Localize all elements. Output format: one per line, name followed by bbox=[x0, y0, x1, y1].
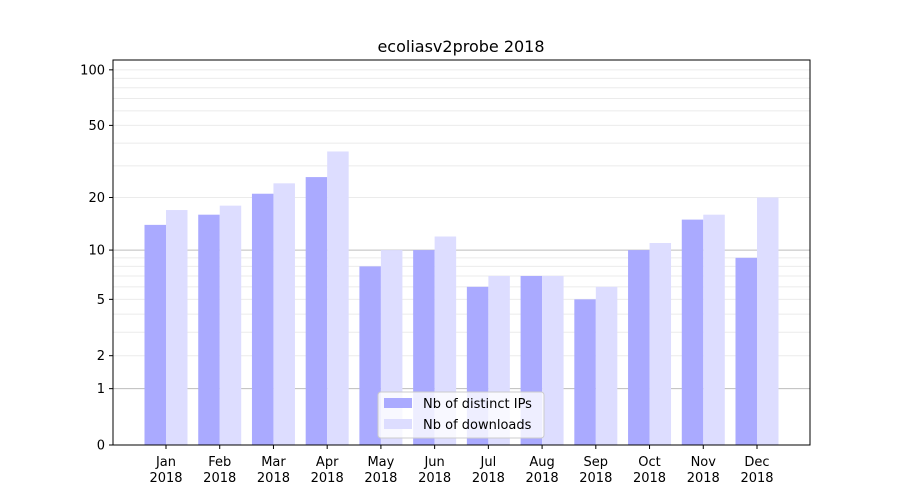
bar-downloads bbox=[703, 214, 725, 445]
y-tick-label: 20 bbox=[88, 191, 105, 206]
bar-ips bbox=[574, 299, 596, 445]
x-tick-label-year: 2018 bbox=[740, 471, 773, 486]
bar-downloads bbox=[595, 286, 618, 445]
bar-ips bbox=[628, 250, 650, 445]
bar-ips bbox=[198, 214, 220, 445]
chart-title: ecoliasv2probe 2018 bbox=[377, 37, 544, 56]
x-tick-label-month: Dec bbox=[744, 455, 769, 470]
y-tick-label: 50 bbox=[88, 119, 105, 134]
y-tick-label: 0 bbox=[97, 439, 105, 454]
y-tick-label: 1 bbox=[97, 382, 105, 397]
y-axis: 0 1 2 5 10 20 50 100 bbox=[80, 63, 113, 454]
axes-frame bbox=[112, 59, 811, 446]
legend-label-downloads: Nb of downloads bbox=[423, 418, 532, 433]
x-tick-label-year: 2018 bbox=[257, 471, 290, 486]
x-tick-label-month: Nov bbox=[691, 455, 717, 470]
x-tick-label-year: 2018 bbox=[418, 471, 451, 486]
y-tick-label: 5 bbox=[97, 293, 105, 308]
x-tick-label-year: 2018 bbox=[364, 471, 397, 486]
y-tick-label: 10 bbox=[88, 244, 105, 259]
legend-label-ips: Nb of distinct IPs bbox=[423, 397, 532, 412]
y-tick-label: 100 bbox=[80, 63, 105, 78]
bar-downloads bbox=[649, 243, 672, 445]
bar-ips bbox=[681, 219, 704, 445]
x-tick-label-year: 2018 bbox=[311, 471, 344, 486]
bar-ips bbox=[251, 193, 274, 445]
x-tick-label-month: Jun bbox=[423, 455, 444, 470]
x-tick-label-month: May bbox=[367, 455, 394, 470]
x-tick-label-month: Mar bbox=[261, 455, 286, 470]
legend: Nb of distinct IPs Nb of downloads bbox=[377, 391, 545, 439]
x-tick-label-month: Oct bbox=[638, 455, 660, 470]
x-tick-label-month: Feb bbox=[208, 455, 231, 470]
x-tick-label-year: 2018 bbox=[687, 471, 720, 486]
bar-ips bbox=[305, 177, 328, 445]
bar-ips bbox=[359, 266, 381, 445]
x-tick-label-month: Jan bbox=[155, 455, 176, 470]
bar-downloads bbox=[327, 151, 349, 446]
bar-downloads bbox=[166, 210, 188, 445]
x-tick-label-month: Apr bbox=[316, 455, 339, 470]
x-tick-label-year: 2018 bbox=[472, 471, 505, 486]
legend-swatch-ips bbox=[384, 398, 412, 408]
y-tick-label: 2 bbox=[97, 349, 105, 364]
x-tick-label-month: Aug bbox=[529, 455, 554, 470]
bar-ips bbox=[144, 224, 166, 445]
bar-downloads bbox=[273, 183, 295, 445]
bar-downloads bbox=[542, 275, 564, 445]
x-tick-label-month: Sep bbox=[584, 455, 609, 470]
bar-ips bbox=[735, 257, 757, 445]
x-axis: Jan2018Feb2018Mar2018Apr2018May2018Jun20… bbox=[149, 445, 774, 486]
bar-downloads bbox=[219, 205, 242, 445]
x-tick-label-year: 2018 bbox=[203, 471, 236, 486]
x-tick-label-year: 2018 bbox=[149, 471, 182, 486]
x-tick-label-year: 2018 bbox=[579, 471, 612, 486]
x-tick-label-year: 2018 bbox=[633, 471, 666, 486]
x-tick-label-month: Jul bbox=[480, 455, 497, 470]
legend-swatch-downloads bbox=[384, 419, 412, 429]
bar-downloads bbox=[757, 197, 779, 445]
x-tick-label-year: 2018 bbox=[526, 471, 559, 486]
